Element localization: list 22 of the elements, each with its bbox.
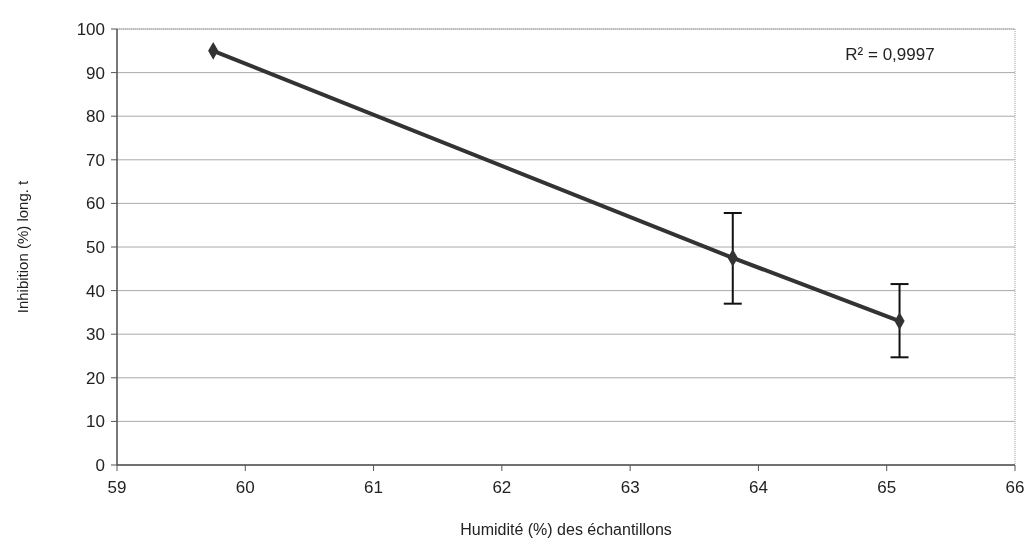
x-tick-label: 66: [1005, 478, 1025, 497]
y-tick-label: 60: [86, 194, 105, 214]
y-axis-title: Inhibition (%) long. t: [14, 179, 31, 314]
y-tick-label: 100: [76, 19, 105, 39]
x-tick-label: 59: [107, 478, 127, 497]
y-tick-label: 50: [86, 237, 105, 257]
x-tick-label: 63: [620, 478, 640, 497]
y-tick-label: 0: [95, 455, 105, 475]
y-tick-label: 80: [86, 107, 105, 127]
x-tick-label: 64: [748, 478, 768, 497]
y-tick-label: 10: [86, 412, 105, 432]
y-tick-label: 70: [86, 150, 105, 170]
y-tick-label: 40: [86, 281, 105, 301]
x-tick-label: 60: [235, 478, 255, 497]
y-tick-label: 30: [86, 325, 105, 345]
annotation: R² = 0,9997: [845, 45, 935, 64]
x-axis-title: Humidité (%) des échantillons: [460, 521, 672, 538]
y-tick-label: 90: [86, 63, 105, 83]
y-tick-label: 20: [86, 368, 105, 388]
x-tick-label: 61: [364, 478, 384, 497]
x-tick-label: 65: [877, 478, 897, 497]
x-tick-label: 62: [492, 478, 512, 497]
